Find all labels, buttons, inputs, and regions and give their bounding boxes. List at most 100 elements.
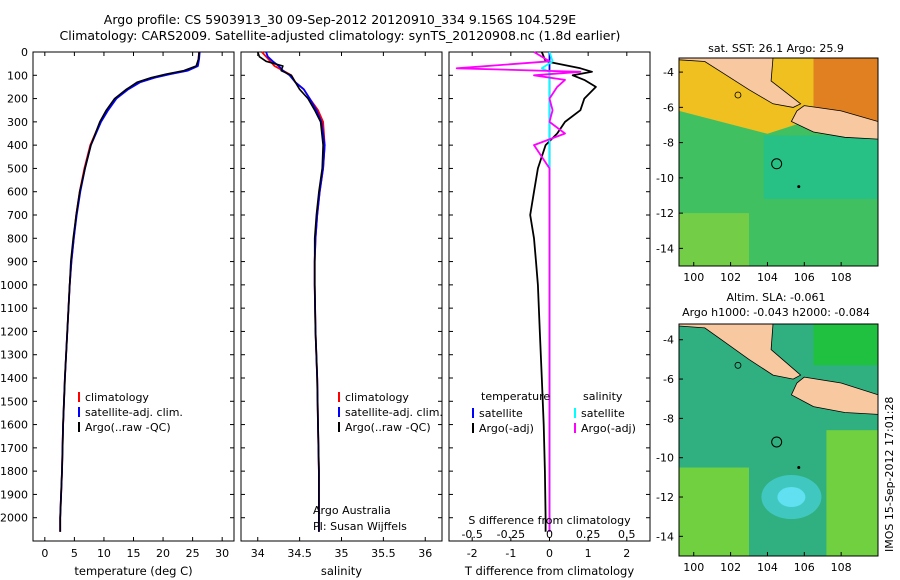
salinity-xtick-label: 34.5 bbox=[287, 547, 312, 560]
temperature-series-line bbox=[59, 51, 200, 532]
depth-tick-label: 300 bbox=[7, 116, 28, 129]
land-sumatra bbox=[679, 324, 802, 380]
map-xtick-label: 106 bbox=[794, 561, 815, 574]
temperature-legend-label: satellite-adj. clim. bbox=[85, 406, 183, 419]
map-ytick-label: -10 bbox=[656, 172, 674, 185]
difference-xtick-label: 2 bbox=[623, 547, 630, 560]
argo-float-marker bbox=[771, 158, 783, 170]
salinity-series-line bbox=[257, 51, 324, 532]
sst-warm-patch bbox=[679, 213, 750, 266]
salinity-xtick-label: 36 bbox=[418, 547, 432, 560]
temperature-xtick-label: 10 bbox=[97, 547, 111, 560]
difference-top-tick-label: 0.25 bbox=[576, 528, 601, 541]
header-line-1: Argo profile: CS 5903913_30 09-Sep-2012 … bbox=[104, 12, 576, 27]
difference-legend-label: satellite bbox=[479, 407, 523, 420]
temperature-plot-frame bbox=[32, 51, 235, 542]
depth-tick-label: 200 bbox=[7, 93, 28, 106]
map-ytick-label: -8 bbox=[663, 412, 674, 425]
sst-map-panel: sat. SST: 26.1 Argo: 25.9 100 102 104 106 10… bbox=[656, 42, 879, 284]
difference-top-tick-label: -0.25 bbox=[497, 528, 525, 541]
map-xtick-label: 106 bbox=[794, 271, 815, 284]
salinity-xtick-label: 35 bbox=[335, 547, 349, 560]
map-frame bbox=[678, 57, 879, 267]
depth-tick-label: 1700 bbox=[0, 442, 28, 455]
island-enggano bbox=[734, 91, 742, 99]
christmas-island bbox=[797, 185, 801, 189]
sla-map-subtitle: Argo h1000: -0.043 h2000: -0.084 bbox=[682, 306, 870, 319]
sla-map-panel: Altim. SLA: -0.061 Argo h1000: -0.043 h2… bbox=[656, 291, 879, 574]
difference-top-tick-label: 0.5 bbox=[618, 528, 636, 541]
map-content bbox=[679, 58, 878, 266]
map-xtick-label: 100 bbox=[683, 561, 704, 574]
temperature-xtick-label: 20 bbox=[156, 547, 170, 560]
depth-tick-label: 1000 bbox=[0, 279, 28, 292]
temperature-xtick-label: 30 bbox=[215, 547, 229, 560]
map-ytick-label: -12 bbox=[656, 207, 674, 220]
temperature-xtick-label: 15 bbox=[127, 547, 141, 560]
land-java bbox=[790, 376, 878, 415]
land-sumatra bbox=[679, 58, 802, 108]
depth-tick-label: 900 bbox=[7, 256, 28, 269]
difference-xtick-label: -2 bbox=[467, 547, 478, 560]
map-xtick-label: 108 bbox=[831, 271, 852, 284]
sla-west-patch bbox=[679, 467, 750, 556]
sla-east-patch bbox=[826, 430, 878, 556]
map-ytick-label: -6 bbox=[663, 373, 674, 386]
salinity-legend-label: satellite-adj. clim. bbox=[345, 406, 443, 419]
map-ytick-label: -6 bbox=[663, 101, 674, 114]
sla-map-title: Altim. SLA: -0.061 bbox=[726, 291, 825, 304]
depth-tick-label: 1100 bbox=[0, 302, 28, 315]
map-ytick-label: -4 bbox=[663, 334, 674, 347]
depth-tick-label: 400 bbox=[7, 139, 28, 152]
map-xtick-label: 102 bbox=[720, 271, 741, 284]
difference-xlabel-top: S difference from climatology bbox=[468, 514, 631, 527]
map-content bbox=[679, 324, 878, 556]
map-xtick-label: 104 bbox=[757, 561, 778, 574]
depth-tick-label: 100 bbox=[7, 69, 28, 82]
temperature-xtick-label: 5 bbox=[71, 547, 78, 560]
salinity-xtick-label: 35.5 bbox=[371, 547, 396, 560]
map-ytick-label: -8 bbox=[663, 137, 674, 150]
difference-xlabel: T difference from climatology bbox=[464, 564, 635, 578]
sla-green-corner bbox=[813, 324, 878, 366]
depth-tick-label: 1400 bbox=[0, 372, 28, 385]
map-xtick-label: 100 bbox=[683, 271, 704, 284]
legend-salinity-title: salinity bbox=[583, 390, 623, 403]
difference-legend-label: satellite bbox=[581, 407, 625, 420]
depth-tick-label: 800 bbox=[7, 232, 28, 245]
sst-map-title: sat. SST: 26.1 Argo: 25.9 bbox=[708, 42, 844, 55]
salinity-legend-label: Argo(..raw -QC) bbox=[345, 421, 431, 434]
land-java bbox=[790, 105, 878, 140]
difference-top-tick-label: -0.5 bbox=[461, 528, 482, 541]
difference-legend-label: Argo(-adj) bbox=[479, 422, 534, 435]
salinity-plot-frame bbox=[240, 51, 443, 542]
map-xtick-label: 102 bbox=[720, 561, 741, 574]
depth-tick-label: 600 bbox=[7, 186, 28, 199]
depth-tick-label: 700 bbox=[7, 209, 28, 222]
difference-top-tick-label: 0 bbox=[546, 528, 553, 541]
salinity-xlabel: salinity bbox=[321, 564, 362, 578]
depth-tick-label: 0 bbox=[21, 46, 28, 59]
christmas-island bbox=[797, 466, 801, 470]
depth-tick-label: 1800 bbox=[0, 465, 28, 478]
annotation-argo-australia: Argo Australia bbox=[313, 504, 391, 517]
map-frame bbox=[678, 323, 879, 557]
map-ytick-label: -4 bbox=[663, 66, 674, 79]
depth-tick-label: 1300 bbox=[0, 349, 28, 362]
map-ytick-label: -14 bbox=[656, 530, 674, 543]
depth-tick-label: 500 bbox=[7, 162, 28, 175]
salinity-xtick-label: 34 bbox=[251, 547, 265, 560]
map-ytick-label: -14 bbox=[656, 242, 674, 255]
island-enggano bbox=[734, 361, 742, 369]
difference-legend-label: Argo(-adj) bbox=[581, 422, 636, 435]
map-xtick-label: 104 bbox=[757, 271, 778, 284]
legend-temperature-title: temperature bbox=[481, 390, 550, 403]
depth-tick-label: 2000 bbox=[0, 512, 28, 525]
temperature-xlabel: temperature (deg C) bbox=[74, 564, 192, 578]
difference-panel: -2 -1 0 1 2 T difference from climatology temp… bbox=[448, 51, 651, 578]
header-line-2: Climatology: CARS2009. Satellite-adjuste… bbox=[60, 28, 621, 43]
sla-eddy-core bbox=[777, 487, 806, 508]
difference-xtick-label: -1 bbox=[505, 547, 516, 560]
temperature-xtick-label: 25 bbox=[186, 547, 200, 560]
map-ytick-label: -10 bbox=[656, 452, 674, 465]
